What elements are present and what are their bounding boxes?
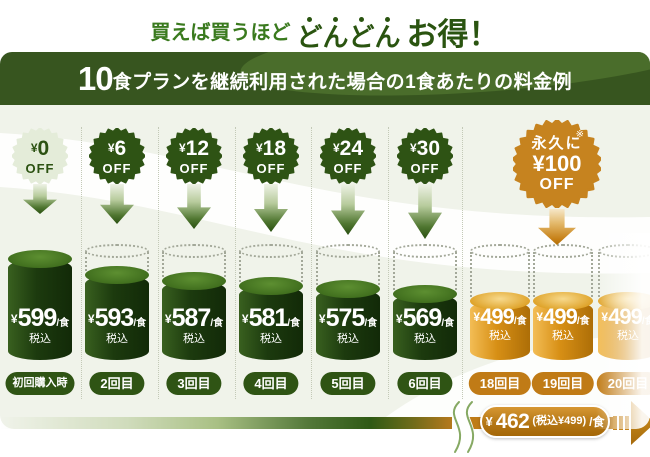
- round-pill: 19回目: [531, 372, 595, 395]
- price-cylinder: [8, 244, 72, 360]
- plan-column-5: ¥24 OFF ¥575/食 税込 5回目: [310, 105, 386, 429]
- down-arrow-icon: [23, 184, 57, 214]
- plan-banner: 10食プランを継続利用された場合の1食あたりの料金例: [0, 52, 650, 105]
- plan-column-3: ¥12 OFF ¥587/食 税込 3回目: [156, 105, 232, 429]
- round-pill: 4回目: [243, 372, 299, 395]
- price-cylinder: [239, 244, 303, 360]
- discount-badge: ¥6 OFF: [89, 128, 145, 184]
- banner-number: 10: [77, 59, 114, 97]
- discount-badge: ¥24 OFF: [320, 128, 376, 184]
- price-value: ¥587/食 税込: [164, 304, 224, 345]
- discount-badge: ¥0 OFF: [12, 128, 68, 184]
- plan-column-1: ¥0 OFF ¥599/食 税込 初回購入時: [2, 105, 78, 429]
- badge-currency: ¥: [30, 141, 38, 155]
- column-separator: [158, 127, 159, 399]
- asterisk-note: ※: [575, 129, 584, 140]
- round-pill: 6回目: [397, 372, 453, 395]
- round-pill: 18回目: [468, 372, 532, 395]
- seal-icon: [166, 128, 222, 184]
- header-emphasis: どんどん: [296, 17, 401, 50]
- break-squiggle-icon: [452, 400, 475, 454]
- seal-icon: [320, 128, 376, 184]
- tax-label: 税込: [29, 333, 51, 345]
- plan-column-7: ¥499/食 税込 18回目: [462, 105, 538, 429]
- permanent-discount-badge: ※ 永久に ¥100 OFF: [513, 120, 601, 208]
- cylinder-cap: [8, 250, 72, 268]
- plan-column-4: ¥18 OFF ¥581/食 税込 4回目: [233, 105, 309, 429]
- seal-icon: [89, 128, 145, 184]
- price-cylinder: [162, 244, 226, 360]
- banner-label: 食プランを継続利用された場合の1食あたりの料金例: [112, 71, 573, 93]
- price-value: ¥575/食 税込: [318, 304, 378, 345]
- price-value: ¥499/食 税込: [473, 304, 527, 342]
- column-separator: [235, 127, 236, 399]
- price-value: ¥499/食 税込: [536, 304, 590, 342]
- empty-outline: [85, 244, 149, 258]
- down-arrow-icon: [254, 184, 288, 232]
- discount-badge: ¥30 OFF: [397, 128, 453, 184]
- price-value: ¥581/食 税込: [241, 304, 301, 345]
- plan-column-8: ¥499/食 税込 19回目: [525, 105, 601, 429]
- price-value: ¥569/食 税込: [395, 304, 455, 345]
- column-separator: [311, 127, 312, 399]
- seal-icon: [513, 120, 601, 208]
- price-cylinder: [316, 244, 380, 360]
- round-pill: 初回購入時: [5, 372, 75, 395]
- seal-icon: [397, 128, 453, 184]
- discount-badge: ¥12 OFF: [166, 128, 222, 184]
- trend-bar-green: [0, 417, 452, 429]
- seal-icon: [12, 128, 68, 184]
- page-title: 買えば買うほど どんどん お得！: [0, 4, 650, 50]
- pricing-panel: ¥0 OFF ¥599/食 税込 初回購入時 ¥6 OFF: [0, 105, 650, 429]
- price-cylinder: [533, 244, 593, 360]
- plan-column-2: ¥6 OFF ¥593/食 税込 2回目: [79, 105, 155, 429]
- column-separator: [462, 127, 463, 399]
- price-value: ¥599/食 税込: [0, 306, 86, 345]
- column-separator: [388, 127, 389, 399]
- title-suffix: お得！: [406, 17, 500, 52]
- price-value: ¥593/食 税込: [87, 304, 147, 345]
- down-arrow-icon: [408, 184, 442, 239]
- badge-amount: 0: [37, 136, 50, 160]
- discount-badge: ¥18 OFF: [243, 128, 299, 184]
- final-price-pill: ¥462(税込¥499)/食: [480, 405, 610, 438]
- title-prefix: 買えば買うほど: [150, 22, 291, 44]
- price-cylinder: [85, 244, 149, 360]
- down-arrow-icon: [100, 184, 134, 224]
- edge-fade: [596, 233, 650, 429]
- plan-column-6: ¥30 OFF ¥569/食 税込 6回目: [387, 105, 463, 429]
- price-cylinder: [393, 244, 457, 360]
- round-pill: 3回目: [166, 372, 222, 395]
- round-pill: 5回目: [320, 372, 376, 395]
- down-arrow-icon: [177, 184, 211, 229]
- seal-icon: [243, 128, 299, 184]
- banner-text: 10食プランを継続利用された場合の1食あたりの料金例: [78, 60, 572, 98]
- column-separator: [81, 127, 82, 399]
- round-pill: 2回目: [89, 372, 145, 395]
- price-cylinder: [470, 244, 530, 360]
- badge-off-label: OFF: [25, 160, 55, 176]
- down-arrow-icon: [331, 184, 365, 235]
